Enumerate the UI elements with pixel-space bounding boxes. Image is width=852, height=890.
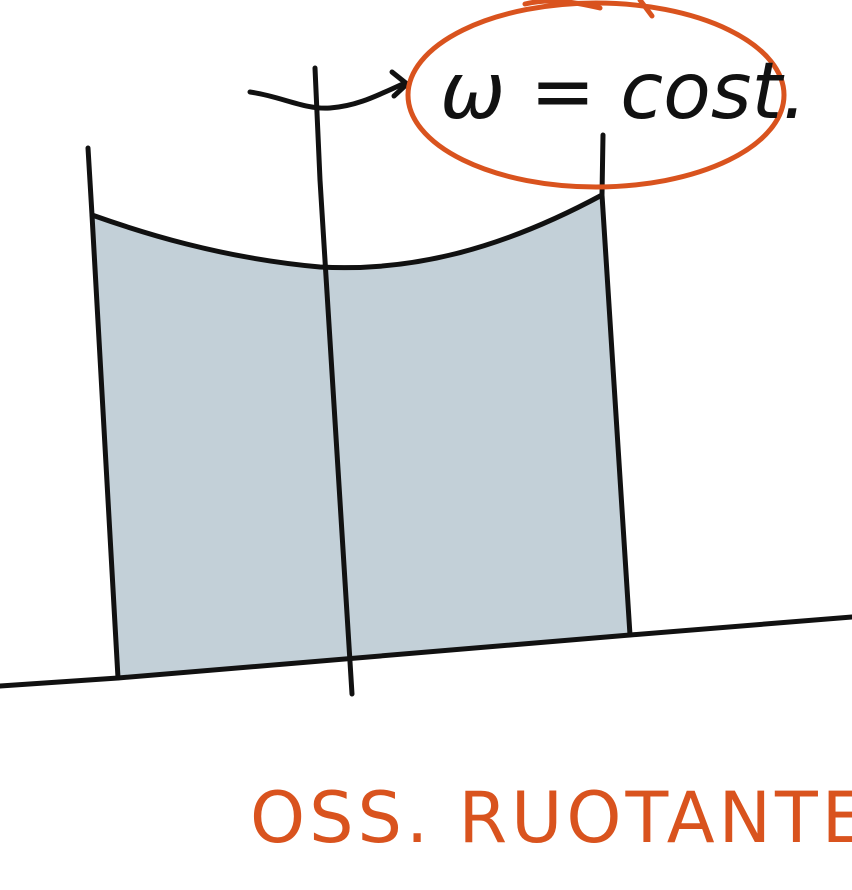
formula-highlight-ellipse — [405, 0, 787, 190]
rotation-arrow — [247, 80, 408, 111]
ground-line — [0, 614, 852, 689]
angular-velocity-formula: ω = cost. — [440, 47, 807, 137]
liquid-fill — [92, 195, 630, 678]
rotating-observer-caption: OSS. RUOTANTE — [250, 777, 852, 859]
top-orange-tick — [637, 0, 655, 19]
free-surface-curve — [89, 192, 605, 271]
right-wall — [599, 132, 633, 638]
left-wall — [85, 145, 121, 681]
top-orange-mark — [522, 0, 603, 11]
